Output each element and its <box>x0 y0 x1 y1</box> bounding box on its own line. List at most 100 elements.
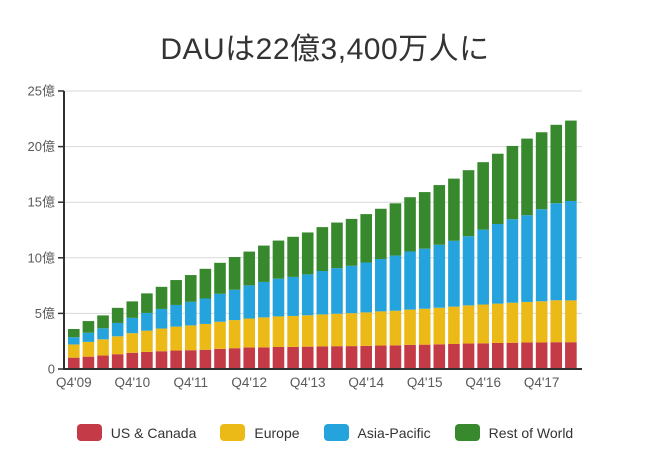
bar-segment <box>418 344 431 369</box>
bar-segment <box>535 132 548 210</box>
bar-segment <box>243 285 256 319</box>
bar-segment <box>170 280 182 305</box>
bar-segment <box>155 351 168 369</box>
bar-segment <box>433 344 446 369</box>
bar-segment <box>111 354 124 369</box>
bar-segment <box>199 323 212 350</box>
bar-segment <box>462 236 475 306</box>
bar-segment <box>506 145 519 220</box>
bar-segment <box>258 281 270 318</box>
bar-segment <box>97 315 109 329</box>
legend-label-rest-of-world: Rest of World <box>488 424 574 441</box>
bar-segment <box>316 346 329 369</box>
bar-segment <box>97 339 109 356</box>
legend-item-rest-of-world: Rest of World <box>454 424 574 441</box>
bar-segment <box>126 333 139 353</box>
x-tick-label: Q4'17 <box>524 375 560 390</box>
bar-segment <box>491 303 504 343</box>
x-tick-label: Q4'15 <box>407 375 443 390</box>
bar-segment <box>550 300 563 343</box>
bar-segment <box>287 315 299 347</box>
legend-item-us-canada: US & Canada <box>76 424 196 441</box>
bar-segment <box>258 245 270 282</box>
y-tick-label: 25億 <box>28 84 55 99</box>
bar-segment <box>404 344 416 369</box>
bar-segment <box>360 262 372 313</box>
bar-segment <box>214 262 226 294</box>
bar-segment <box>448 240 460 307</box>
bar-segment <box>404 251 416 310</box>
bar-segment <box>184 350 197 369</box>
bar-segment <box>521 342 533 369</box>
bar-segment <box>301 232 314 275</box>
bar-segment <box>462 305 475 344</box>
bar-segment <box>199 268 212 299</box>
bar-segment <box>418 192 431 249</box>
chart-legend: US & Canada Europe Asia-Pacific Rest of … <box>0 424 650 441</box>
bar-segment <box>214 348 226 369</box>
legend-swatch-rest-of-world <box>454 424 480 441</box>
bar-segment <box>301 274 314 316</box>
bar-segment <box>491 153 504 224</box>
bar-segment <box>170 350 182 369</box>
bar-segment <box>565 200 577 301</box>
bar-segment <box>331 222 343 269</box>
bar-segment <box>345 218 358 266</box>
y-tick-label: 15億 <box>28 195 55 210</box>
bar-segment <box>82 321 95 333</box>
bar-segment <box>228 348 241 369</box>
bar-segment <box>111 322 124 337</box>
bar-segment <box>477 162 489 230</box>
x-tick-label: Q4'12 <box>231 375 267 390</box>
bar-segment <box>243 347 256 369</box>
bar-segment <box>550 124 563 204</box>
bar-segment <box>97 355 109 369</box>
bar-segment <box>477 343 489 369</box>
bar-segment <box>287 346 299 369</box>
legend-item-asia-pacific: Asia-Pacific <box>323 424 431 441</box>
bar-segment <box>535 342 548 369</box>
bar-segment <box>184 301 197 326</box>
bar-segment <box>170 304 182 327</box>
bar-segment <box>565 342 577 369</box>
bar-segment <box>141 351 153 369</box>
bar-segment <box>228 289 241 321</box>
bar-segment <box>258 317 270 348</box>
bar-segment <box>462 343 475 369</box>
bar-segment <box>418 308 431 345</box>
bar-segment <box>82 356 95 369</box>
legend-swatch-us-canada <box>76 424 102 441</box>
bar-segment <box>316 314 329 347</box>
bar-segment <box>316 271 329 315</box>
bar-segment <box>316 227 329 272</box>
legend-swatch-asia-pacific <box>323 424 349 441</box>
bar-segment <box>521 138 533 216</box>
bar-segment <box>448 178 460 241</box>
x-tick-label: Q4'09 <box>56 375 92 390</box>
bar-segment <box>141 312 153 331</box>
bar-segment <box>506 302 519 343</box>
bar-segment <box>535 209 548 302</box>
bar-segment <box>68 357 80 369</box>
bar-segment <box>360 345 372 369</box>
bar-segment <box>433 185 446 245</box>
x-tick-label: Q4'11 <box>173 375 208 390</box>
bar-segment <box>155 308 168 329</box>
y-tick-label: 5億 <box>35 306 55 321</box>
bar-segment <box>389 255 402 311</box>
bar-segment <box>111 336 124 355</box>
bar-segment <box>199 298 212 324</box>
stacked-bar-chart: 0 5億 10億 15億 20億 25億 Q4'09 Q4'10 Q4'11 Q4'12 Q4'13… <box>28 84 582 390</box>
bar-segment <box>287 236 299 277</box>
legend-item-europe: Europe <box>220 424 300 441</box>
bar-segment <box>433 244 446 308</box>
bar-segment <box>126 317 139 334</box>
bar-segment <box>565 300 577 343</box>
bar-segment <box>360 214 372 263</box>
bar-segment <box>360 312 372 346</box>
bar-segment <box>68 328 80 338</box>
bar-segment <box>170 326 182 351</box>
bar-segment <box>477 304 489 344</box>
bar-segment <box>272 278 285 317</box>
bar-segment <box>243 251 256 286</box>
